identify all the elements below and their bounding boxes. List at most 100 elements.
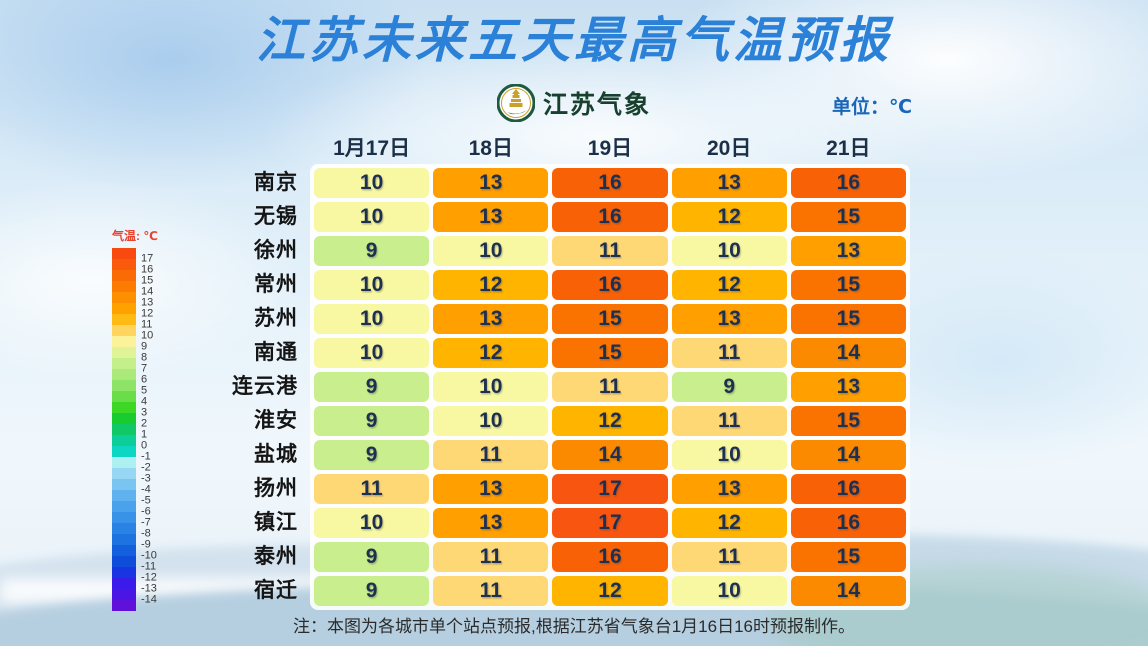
table-row: 南通 10 12 15 11 14 xyxy=(226,336,908,370)
temp-cell: 11 xyxy=(433,542,549,572)
legend-swatch xyxy=(112,468,136,479)
legend-band: 8 xyxy=(112,352,158,369)
legend-swatch xyxy=(112,556,136,567)
temp-cell: 10 xyxy=(671,576,787,606)
temperature-legend: 气温: ℃ 17 16 15 14 13 12 11 10 9 8 7 6 5 4 3 2 1 0 -1 -2 -3 -4… xyxy=(112,227,158,611)
temp-cell: 15 xyxy=(790,202,906,232)
city-label: 盐城 xyxy=(254,443,298,466)
legend-band: 16 xyxy=(112,264,158,281)
legend-swatch xyxy=(112,270,136,281)
legend-swatch xyxy=(112,435,136,446)
date-header: 21日 xyxy=(826,137,871,160)
temp-cell: 13 xyxy=(671,474,787,504)
temp-cell: 14 xyxy=(552,440,668,470)
legend-swatch xyxy=(112,501,136,512)
legend-tick-label: 4 xyxy=(141,395,148,408)
city-label: 宿迁 xyxy=(254,579,298,602)
city-label: 常州 xyxy=(254,273,298,296)
legend-tick-label: 8 xyxy=(141,351,148,364)
table-row: 连云港 9 10 11 9 13 xyxy=(226,370,908,404)
legend-band: 2 xyxy=(112,418,158,435)
legend-band: -14 xyxy=(112,594,158,611)
legend-tick-label: 16 xyxy=(141,263,154,276)
legend-swatch xyxy=(112,303,136,314)
temp-cell: 14 xyxy=(790,440,906,470)
legend-swatch xyxy=(112,589,136,600)
legend-band: -8 xyxy=(112,528,158,545)
temp-cell: 13 xyxy=(790,372,906,402)
legend-swatch xyxy=(112,336,136,347)
legend-tick-label: 11 xyxy=(141,318,153,331)
legend-band: 17 xyxy=(112,253,158,270)
temp-cell: 10 xyxy=(671,236,787,266)
temp-cell: 10 xyxy=(433,236,549,266)
temp-cell: 16 xyxy=(552,270,668,300)
legend-swatch xyxy=(112,446,136,457)
temp-cell: 15 xyxy=(552,338,668,368)
city-label: 苏州 xyxy=(254,307,298,330)
legend-tick-label: -14 xyxy=(141,593,157,606)
legend-swatch xyxy=(112,325,136,336)
temp-cell: 11 xyxy=(314,474,430,504)
legend-band: 6 xyxy=(112,374,158,391)
table-row: 扬州 11 13 17 13 16 xyxy=(226,472,908,506)
table-row: 苏州 10 13 15 13 15 xyxy=(226,302,908,336)
legend-swatch xyxy=(112,259,136,270)
legend-tick-label: 2 xyxy=(141,417,148,430)
temp-cell: 11 xyxy=(671,542,787,572)
table-row: 泰州 9 11 16 11 15 xyxy=(226,540,908,574)
legend-band: 13 xyxy=(112,297,158,314)
temp-cell: 13 xyxy=(433,508,549,538)
legend-swatch xyxy=(112,314,136,325)
logo-text: 江苏气象 xyxy=(542,91,651,119)
legend-tick-label: -9 xyxy=(141,538,151,551)
legend-tick-label: 6 xyxy=(141,373,148,386)
temp-cell: 15 xyxy=(790,542,906,572)
legend-band: 1 xyxy=(112,429,158,446)
legend-tick-label: 5 xyxy=(141,384,148,397)
temp-cell: 9 xyxy=(314,406,430,436)
city-label: 泰州 xyxy=(254,545,298,568)
legend-band: 14 xyxy=(112,286,158,303)
temp-cell: 10 xyxy=(671,440,787,470)
temp-cell: 10 xyxy=(433,406,549,436)
temp-cell: 16 xyxy=(552,202,668,232)
table-row: 无锡 10 13 16 12 15 xyxy=(226,200,908,234)
legend-band: 0 xyxy=(112,440,158,457)
legend-tick-label: 10 xyxy=(141,329,154,342)
table-row: 镇江 10 13 17 12 16 xyxy=(226,506,908,540)
legend-band: -6 xyxy=(112,506,158,523)
city-label: 南通 xyxy=(254,341,298,364)
legend-tick-label: 7 xyxy=(141,362,148,375)
temp-cell: 16 xyxy=(790,474,906,504)
legend-tick-label: 9 xyxy=(141,340,148,353)
temp-cell: 11 xyxy=(671,338,787,368)
legend-band: -11 xyxy=(112,561,158,578)
legend-swatch xyxy=(112,578,136,589)
table-row: 南京 10 13 16 13 16 xyxy=(226,166,908,200)
legend-band: 7 xyxy=(112,363,158,380)
legend-tick-label: 14 xyxy=(141,285,154,298)
table-row: 淮安 9 10 12 11 15 xyxy=(226,404,908,438)
legend-swatch xyxy=(112,424,136,435)
legend-band: 5 xyxy=(112,385,158,402)
table-row: 常州 10 12 16 12 15 xyxy=(226,268,908,302)
temp-cell: 13 xyxy=(671,168,787,198)
legend-band: -4 xyxy=(112,484,158,501)
legend-tick-label: 12 xyxy=(141,307,154,320)
temp-cell: 9 xyxy=(314,236,430,266)
city-label: 淮安 xyxy=(254,409,298,432)
legend-tick-label: -7 xyxy=(141,516,151,529)
temp-cell: 15 xyxy=(790,406,906,436)
legend-swatch xyxy=(112,545,136,556)
temp-cell: 13 xyxy=(433,202,549,232)
temp-cell: 9 xyxy=(314,440,430,470)
legend-band: -13 xyxy=(112,583,158,600)
temp-cell: 10 xyxy=(314,168,430,198)
temp-cell: 16 xyxy=(790,168,906,198)
temp-cell: 16 xyxy=(552,542,668,572)
legend-bands: 17 16 15 14 13 12 11 10 9 8 7 6 5 4 3 2 1 0 -1 -2 -3 -4 -5 -6 -7… xyxy=(112,248,158,611)
temp-cell: 12 xyxy=(671,270,787,300)
temp-cell: 10 xyxy=(314,508,430,538)
